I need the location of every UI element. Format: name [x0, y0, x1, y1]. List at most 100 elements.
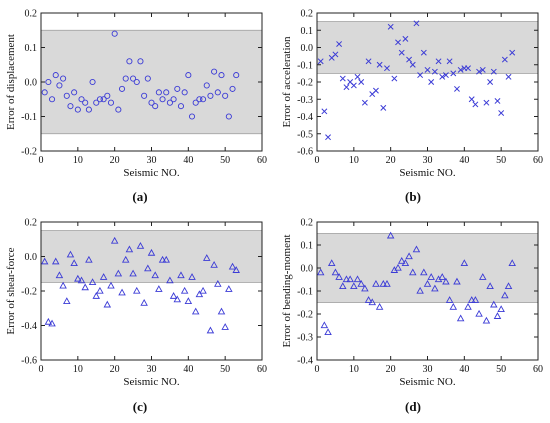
y-tick-label: -0.2	[21, 147, 37, 158]
data-point	[327, 259, 336, 267]
data-point	[202, 254, 211, 261]
data-point	[424, 66, 431, 73]
x-tick-label: 60	[257, 155, 267, 166]
x-tick-label: 60	[257, 364, 267, 375]
data-point	[335, 273, 343, 280]
tolerance-band	[41, 30, 262, 134]
data-point	[162, 255, 170, 263]
data-point	[316, 268, 325, 276]
data-point	[63, 92, 70, 99]
data-point	[376, 61, 383, 68]
data-point	[498, 110, 505, 117]
data-point	[442, 72, 449, 79]
data-point	[48, 319, 56, 327]
y-tick-label: -0.2	[297, 310, 313, 321]
data-point	[324, 328, 332, 336]
data-point	[144, 75, 151, 82]
y-tick-label: -0.2	[21, 287, 37, 298]
data-point	[494, 98, 501, 104]
y-tick-label: 0.0	[301, 43, 314, 54]
y-tick-label: -0.4	[297, 112, 313, 123]
data-point	[129, 269, 137, 277]
data-point	[493, 312, 502, 319]
data-point	[126, 58, 133, 65]
x-tick-label: 30	[147, 364, 157, 375]
data-point	[136, 242, 145, 249]
chart-panel: 0 10 20 30 40 50 60 -0.2 -0.1 0.0 0.1 0.2 Seismic NO…	[5, 9, 267, 205]
y-tick-label: -0.6	[297, 147, 313, 158]
y-tick-label: -0.3	[297, 333, 313, 344]
data-point	[487, 79, 494, 85]
data-point	[41, 89, 48, 96]
chart-panel: 0 10 20 30 40 50 60 -0.6 -0.4 -0.2 0.0 0.2 Seismic N…	[5, 218, 267, 415]
x-tick-label: 30	[423, 155, 433, 166]
data-point	[401, 259, 410, 267]
data-point	[438, 273, 446, 280]
data-point	[191, 307, 200, 315]
data-point	[196, 96, 203, 103]
data-point	[52, 72, 59, 79]
data-point	[483, 99, 490, 106]
data-point	[229, 85, 236, 92]
data-point	[375, 302, 384, 310]
data-point	[107, 281, 115, 289]
chart-panel: 0 10 20 30 40 50 60 -0.4 -0.3 -0.2 -0.1 0.0 0.1 0.2 Se…	[281, 218, 543, 415]
y-tick-label: 0.2	[301, 218, 314, 229]
data-point	[423, 279, 432, 287]
data-point	[78, 96, 85, 103]
data-point	[74, 106, 81, 113]
data-point	[465, 65, 471, 72]
y-tick-label: 0.0	[25, 252, 38, 263]
data-point	[332, 51, 339, 58]
data-point	[206, 326, 215, 334]
data-point	[166, 99, 173, 106]
data-point	[148, 99, 155, 106]
data-point	[180, 286, 189, 294]
data-point	[118, 288, 126, 296]
tolerance-band	[317, 21, 538, 74]
data-point	[181, 89, 188, 96]
x-tick-label: 20	[110, 155, 120, 166]
data-point	[475, 309, 483, 317]
data-point	[501, 56, 508, 63]
data-point	[96, 96, 103, 103]
data-point	[49, 96, 56, 103]
x-tick-label: 40	[459, 364, 469, 375]
data-point	[454, 85, 460, 92]
data-point	[133, 286, 141, 294]
y-tick-label: 0.2	[25, 9, 38, 20]
data-point	[40, 257, 49, 265]
data-point	[217, 307, 226, 315]
y-tick-label: -0.2	[297, 78, 313, 89]
data-point	[442, 277, 450, 285]
data-point	[350, 282, 358, 290]
data-point	[115, 106, 122, 113]
data-point	[118, 85, 126, 92]
data-point	[456, 314, 465, 322]
data-point	[391, 75, 398, 82]
x-tick-label: 10	[73, 155, 83, 166]
data-point	[331, 268, 340, 276]
y-tick-label: -0.1	[21, 112, 37, 123]
data-point	[417, 72, 424, 79]
data-point	[478, 273, 487, 280]
y-tick-label: 0.1	[301, 241, 314, 252]
data-point	[358, 79, 365, 85]
data-point	[497, 305, 505, 313]
data-point	[45, 78, 52, 86]
data-point	[88, 278, 97, 286]
data-point	[501, 291, 509, 299]
tolerance-band	[41, 230, 262, 283]
x-tick-label: 50	[220, 155, 230, 166]
data-point	[92, 292, 101, 299]
data-point	[122, 75, 129, 82]
x-axis-label: Seismic NO.	[399, 167, 455, 179]
y-tick-label: -0.4	[21, 321, 37, 332]
data-point	[372, 87, 379, 94]
x-tick-label: 20	[386, 364, 396, 375]
x-axis-label: Seismic NO.	[123, 167, 179, 179]
chart-panel: 0 10 20 30 40 50 60 -0.6 -0.5 -0.4 -0.3 -0.2 -0.1 0.0…	[281, 9, 543, 205]
x-axis-label: Seismic NO.	[123, 376, 179, 388]
y-tick-label: -0.3	[297, 95, 313, 106]
